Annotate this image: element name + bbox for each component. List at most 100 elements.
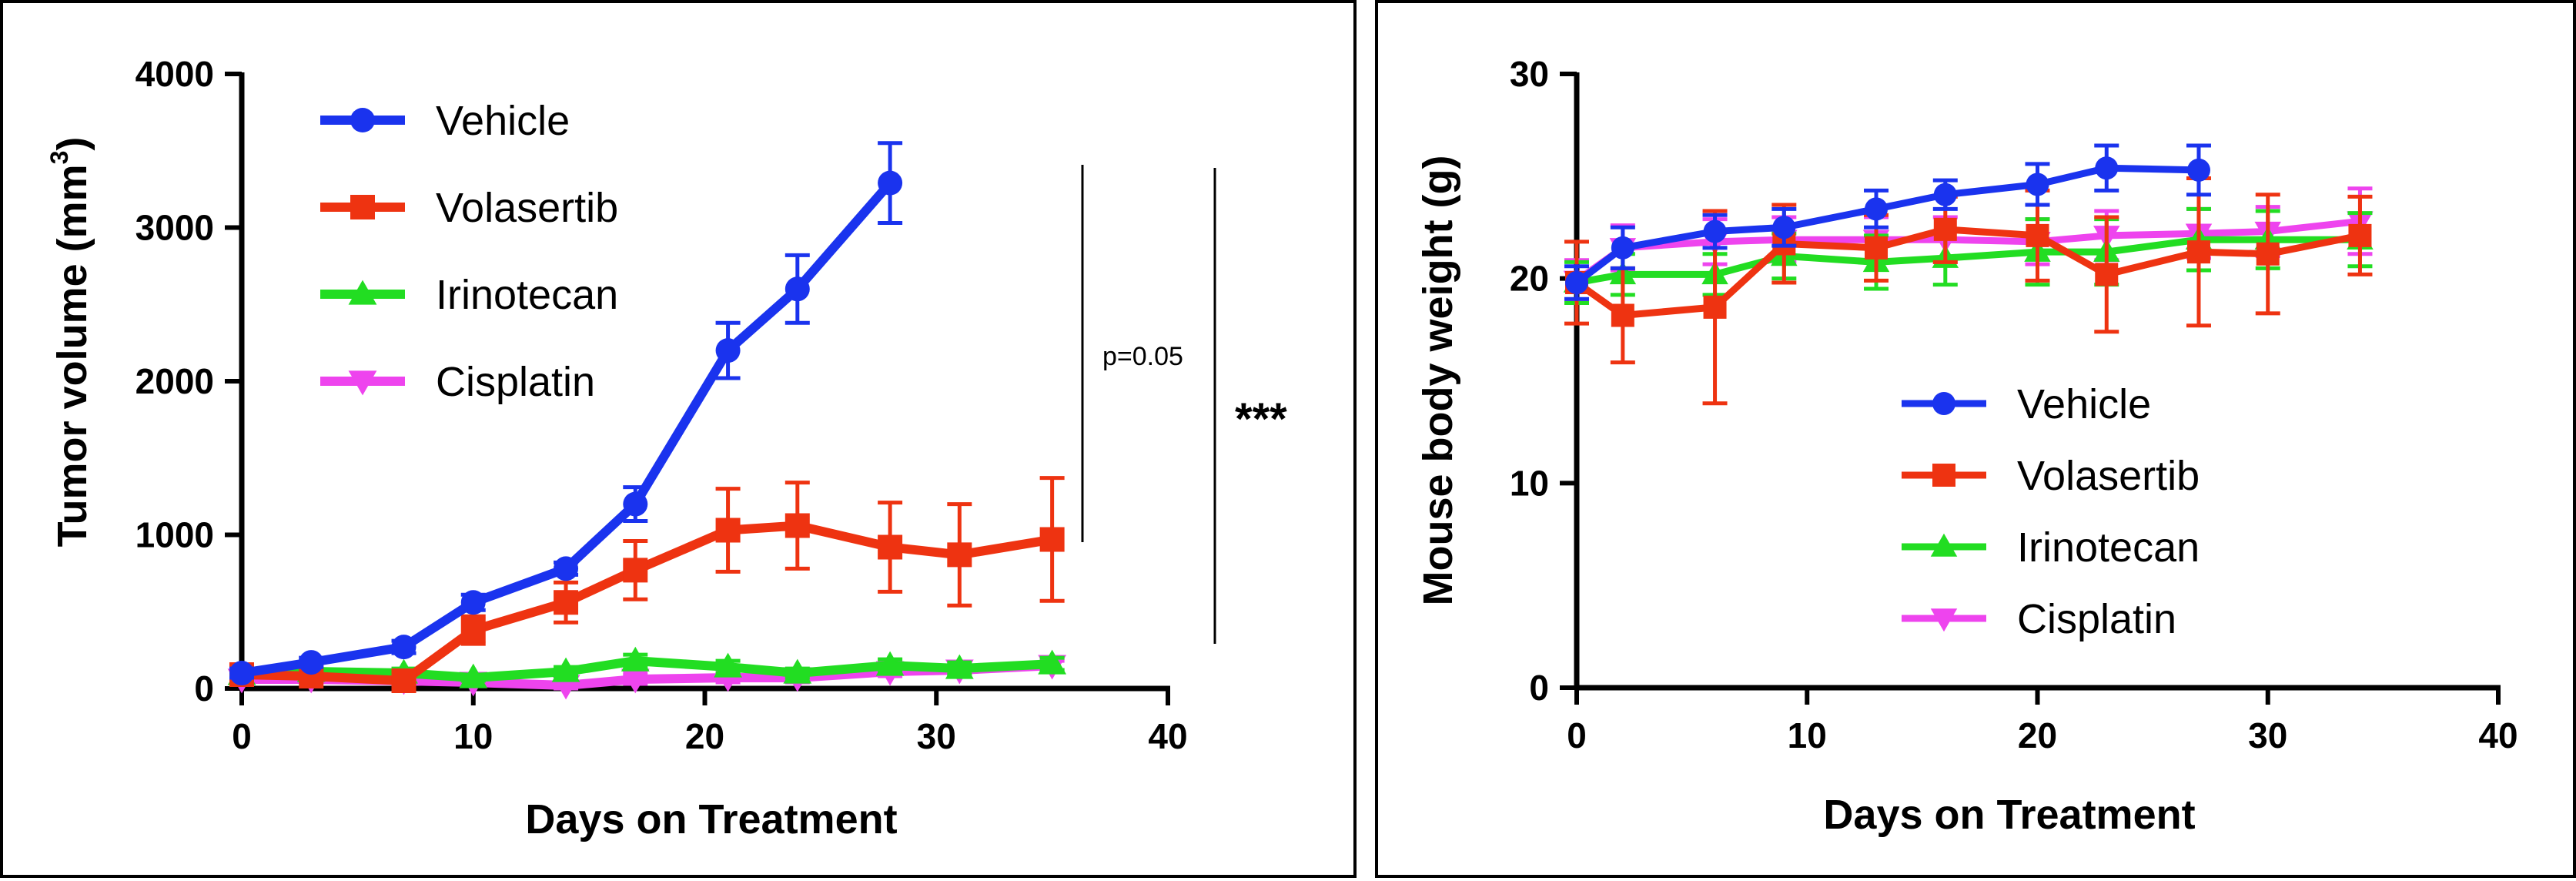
data-point	[551, 657, 580, 682]
p-value-annotation: p=0.05	[1102, 342, 1183, 371]
x-tick-label: 0	[232, 716, 252, 756]
series-volasertib	[1564, 176, 2373, 406]
significance-stars: ***	[1235, 394, 1287, 444]
legend-label: Irinotecan	[436, 272, 618, 318]
data-point	[621, 646, 650, 672]
legend-label: Cisplatin	[436, 359, 595, 405]
legend-item-cisplatin: Cisplatin	[1902, 596, 2176, 642]
data-point	[785, 276, 810, 302]
x-tick-label: 40	[1148, 716, 1187, 756]
data-point	[623, 558, 648, 583]
data-point	[783, 658, 812, 684]
legend-item-cisplatin: Cisplatin	[320, 359, 595, 405]
y-tick-label: 3000	[135, 208, 214, 248]
data-point	[623, 491, 648, 517]
data-point	[1611, 236, 1634, 260]
data-point	[2256, 242, 2280, 266]
legend-label: Cisplatin	[2017, 596, 2176, 642]
x-tick-label: 40	[2478, 715, 2517, 755]
y-tick-label: 20	[1510, 259, 1549, 299]
data-point	[1611, 303, 1634, 327]
y-tick-label: 0	[1529, 668, 1549, 708]
data-point	[947, 542, 972, 568]
left-y-axis-title: Tumor volume (mm3)	[45, 137, 95, 548]
legend-swatch-marker	[1930, 608, 1958, 632]
data-point	[1865, 197, 1889, 221]
data-point	[229, 661, 254, 686]
data-point	[2095, 263, 2119, 286]
data-point	[878, 534, 903, 560]
legend-label: Volasertib	[436, 185, 618, 231]
legend-label: Irinotecan	[2017, 524, 2200, 571]
y-tick-label: 1000	[135, 515, 214, 555]
data-point	[785, 513, 810, 538]
left-x-axis-title: Days on Treatment	[525, 796, 897, 842]
legend-item-vehicle: Vehicle	[1902, 381, 2151, 427]
legend-label: Vehicle	[2017, 381, 2151, 427]
y-tick-label: 2000	[135, 361, 214, 401]
x-tick-label: 10	[453, 716, 493, 756]
series-vehicle	[1564, 143, 2211, 301]
right-y-axis-title: Mouse body weight (g)	[1415, 156, 1461, 606]
y-tick-label: 4000	[135, 54, 214, 94]
data-point	[1933, 217, 1957, 241]
data-point	[2186, 158, 2210, 182]
left-chart-panel: Tumor volume (mm3) Days on Treatment 0 10…	[0, 0, 1357, 878]
data-point	[1865, 236, 1889, 260]
legend-swatch-marker	[1932, 464, 1955, 487]
x-tick-label: 0	[1567, 715, 1587, 755]
tumor-volume-chart: Tumor volume (mm3) Days on Treatment 0 10…	[45, 54, 1287, 842]
data-point	[554, 590, 579, 615]
data-point	[714, 652, 742, 678]
data-point	[460, 590, 486, 615]
body-weight-chart: Mouse body weight (g) Days on Treatment …	[1415, 54, 2518, 838]
y-tick-label: 10	[1510, 463, 1549, 503]
legend-item-vehicle: Vehicle	[320, 98, 570, 144]
legend-swatch-marker	[1932, 392, 1955, 415]
data-point	[1038, 649, 1067, 675]
x-tick-label: 20	[685, 716, 724, 756]
right-x-axis-title: Days on Treatment	[1823, 792, 2195, 838]
data-point	[715, 338, 741, 363]
data-point	[1703, 295, 1727, 319]
series-cisplatin	[1563, 186, 2374, 303]
x-tick-label: 20	[2018, 715, 2057, 755]
legend-swatch-marker	[1930, 533, 1958, 557]
legend-swatch-marker	[348, 280, 377, 305]
legend-item-irinotecan: Irinotecan	[320, 272, 618, 318]
data-point	[391, 668, 417, 694]
data-point	[460, 618, 486, 643]
legend-label: Vehicle	[436, 98, 570, 144]
data-point	[715, 518, 741, 543]
series-vehicle	[229, 141, 903, 686]
legend-item-volasertib: Volasertib	[1902, 453, 2200, 499]
data-point	[945, 654, 974, 679]
data-point	[391, 635, 417, 660]
data-point	[1703, 219, 1727, 243]
data-point	[1772, 216, 1796, 240]
x-tick-label: 30	[917, 716, 956, 756]
y-tick-label: 0	[194, 668, 214, 708]
y-tick-label: 30	[1510, 54, 1549, 94]
data-point	[299, 650, 324, 675]
legend-swatch-marker	[350, 195, 375, 219]
x-tick-label: 10	[1788, 715, 1827, 755]
data-point	[2186, 240, 2210, 264]
legend-item-irinotecan: Irinotecan	[1902, 524, 2200, 571]
data-point	[2095, 156, 2119, 180]
legend-swatch-marker	[348, 370, 377, 396]
data-point	[1039, 527, 1065, 552]
data-point	[875, 651, 905, 676]
right-chart-panel: Mouse body weight (g) Days on Treatment …	[1375, 0, 2576, 878]
data-point	[459, 663, 488, 688]
data-point	[1933, 183, 1957, 206]
data-point	[878, 170, 903, 196]
legend-label: Volasertib	[2017, 453, 2200, 499]
legend-swatch-marker	[350, 108, 375, 132]
data-point	[554, 556, 579, 581]
data-point	[2026, 173, 2049, 196]
legend-item-volasertib: Volasertib	[320, 185, 618, 231]
data-point	[1565, 270, 1588, 294]
data-point	[2348, 223, 2372, 247]
x-tick-label: 30	[2248, 715, 2287, 755]
